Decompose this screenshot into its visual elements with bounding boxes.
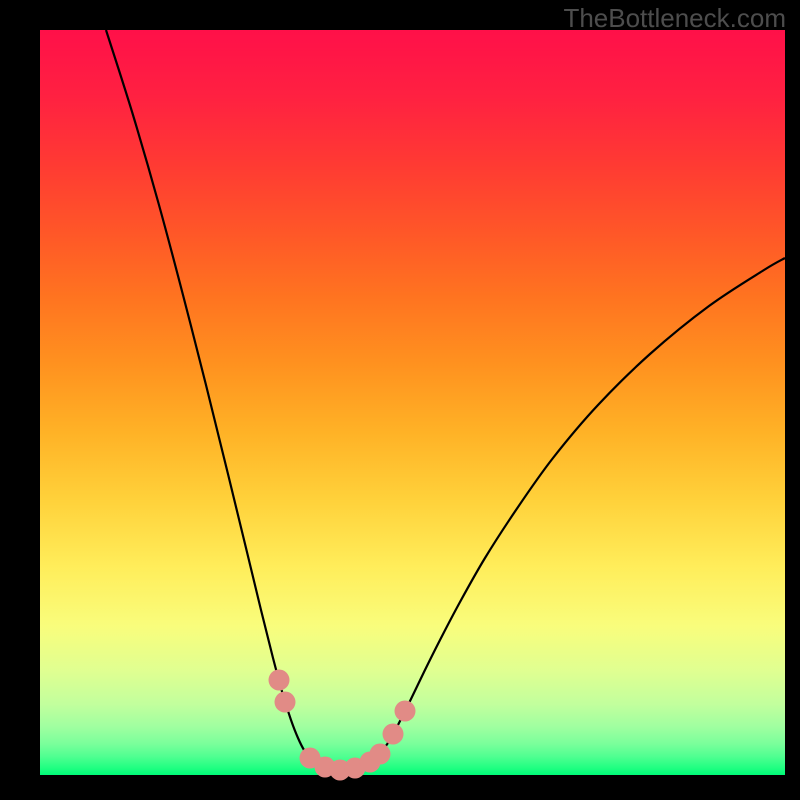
watermark-text: TheBottleneck.com — [563, 3, 786, 34]
chart-stage: TheBottleneck.com — [0, 0, 800, 800]
plot-area — [40, 30, 785, 775]
